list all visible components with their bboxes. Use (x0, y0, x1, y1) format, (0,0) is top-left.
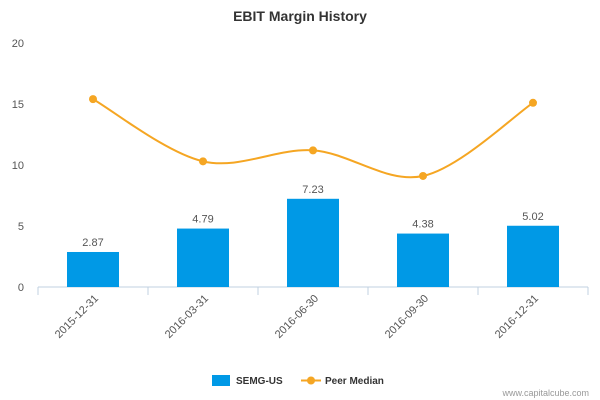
legend-swatch-semg (212, 375, 230, 386)
chart-title: EBIT Margin History (233, 8, 367, 24)
bar-data-label: 4.79 (192, 214, 213, 226)
y-tick-label: 0 (18, 282, 24, 294)
bar-data-label: 4.38 (412, 219, 433, 231)
bar-data-label: 7.23 (302, 184, 323, 196)
x-tick-label: 2016-03-31 (163, 293, 211, 341)
bar-data-label: 2.87 (82, 237, 103, 249)
legend: SEMG-US Peer Median (212, 375, 384, 387)
bar (287, 198, 339, 287)
legend-label-peer: Peer Median (325, 376, 384, 387)
x-tick-label: 2016-09-30 (383, 293, 431, 341)
x-tick-label: 2016-12-31 (493, 293, 541, 341)
line-series (89, 95, 537, 180)
x-tick-label: 2016-06-30 (273, 293, 321, 341)
peer-median-point (529, 98, 537, 107)
bar (507, 225, 559, 287)
y-tick-label: 10 (12, 160, 24, 172)
legend-marker-peer (307, 376, 315, 385)
bar-data-label: 5.02 (522, 211, 543, 223)
bar-series: 2.87 4.79 7.23 4.38 5.02 (67, 184, 559, 287)
y-tick-label: 5 (18, 221, 24, 233)
x-tick-label: 2015-12-31 (53, 293, 101, 341)
x-axis: 2015-12-31 2016-03-31 2016-06-30 2016-09-30… (37, 287, 589, 341)
peer-median-point (89, 95, 97, 104)
bar (177, 228, 229, 287)
peer-median-line (92, 98, 534, 179)
y-axis: 0 5 10 15 20 (12, 38, 24, 294)
legend-label-semg: SEMG-US (236, 376, 283, 387)
peer-median-point (419, 171, 427, 180)
credit-text: www.capitalcube.com (501, 388, 589, 398)
peer-median-point (199, 157, 207, 166)
y-tick-label: 20 (12, 38, 24, 50)
bar (397, 233, 449, 287)
peer-median-point (309, 146, 317, 155)
y-tick-label: 15 (12, 99, 24, 111)
bar (67, 251, 119, 287)
